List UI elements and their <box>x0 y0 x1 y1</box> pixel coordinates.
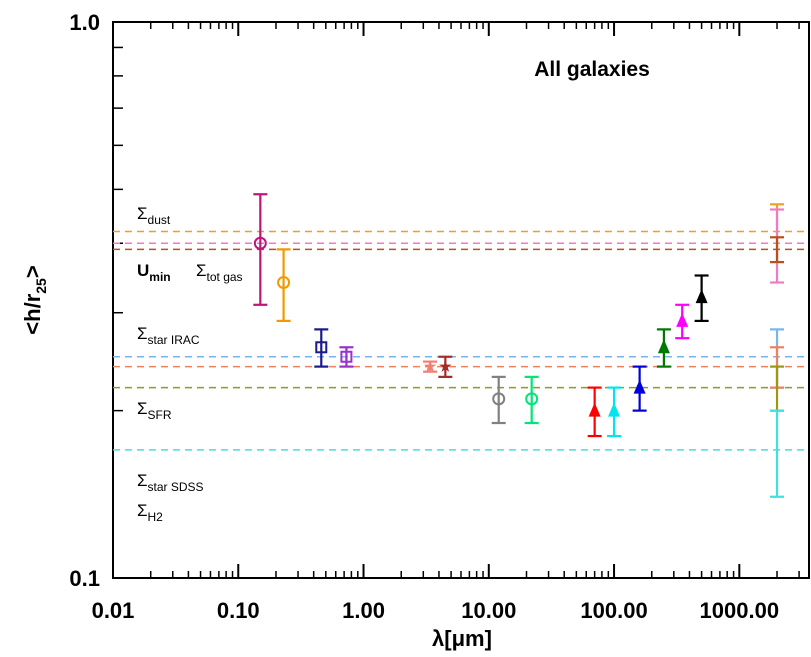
x-tick-label: 1.00 <box>342 598 385 623</box>
label-symbol: Σ <box>137 399 148 418</box>
y-label-end: > <box>20 265 45 278</box>
marker <box>439 360 452 372</box>
marker <box>525 392 539 406</box>
marker <box>423 360 437 372</box>
x-tick-label: 10.00 <box>461 598 516 623</box>
quantity-label: Σtot gas <box>196 261 243 284</box>
x-tick-label: 0.10 <box>217 598 260 623</box>
label-symbol: Σ <box>137 501 148 520</box>
quantity-label: ΣSFR <box>137 399 172 422</box>
y-label-sub: 25 <box>33 278 49 294</box>
quantity-label: Σstar SDSS <box>137 471 204 494</box>
quantity-label: Σstar IRAC <box>137 324 200 347</box>
label-sub: star SDSS <box>148 480 204 494</box>
label-sub: dust <box>148 213 171 227</box>
marker <box>695 289 708 304</box>
marker <box>315 341 328 354</box>
marker <box>633 379 646 394</box>
label-symbol: Σ <box>137 471 148 490</box>
label-symbol: Σ <box>137 324 148 343</box>
x-tick-label: 0.01 <box>92 598 135 623</box>
x-axis-label: λ[μm] <box>432 626 492 651</box>
x-tick-label: 100.00 <box>580 598 647 623</box>
label-symbol: Σ <box>137 204 148 223</box>
marker <box>253 236 267 250</box>
x-tick-label: 1000.00 <box>700 598 780 623</box>
label-symbol: Σ <box>196 261 207 280</box>
y-tick-label: 1.0 <box>69 10 100 35</box>
marker <box>588 402 601 417</box>
chart-title: All galaxies <box>534 58 650 81</box>
marker <box>277 275 291 289</box>
label-sub: tot gas <box>207 270 243 284</box>
label-sub: star IRAC <box>148 333 200 347</box>
label-sub: min <box>149 270 170 284</box>
quantity-label: Umin <box>137 261 171 284</box>
label-symbol: U <box>137 261 149 280</box>
marker <box>676 312 689 327</box>
marker <box>608 402 621 417</box>
y-label-main: <h/r <box>20 293 45 334</box>
y-tick-label: 0.1 <box>69 566 100 591</box>
marker <box>492 392 506 406</box>
marker <box>657 339 670 354</box>
quantity-label: ΣH2 <box>137 501 163 524</box>
y-axis-label: <h/r25> <box>20 265 49 334</box>
label-sub: H2 <box>148 510 164 524</box>
marker <box>340 350 353 363</box>
label-sub: SFR <box>148 408 172 422</box>
quantity-label: Σdust <box>137 204 171 227</box>
